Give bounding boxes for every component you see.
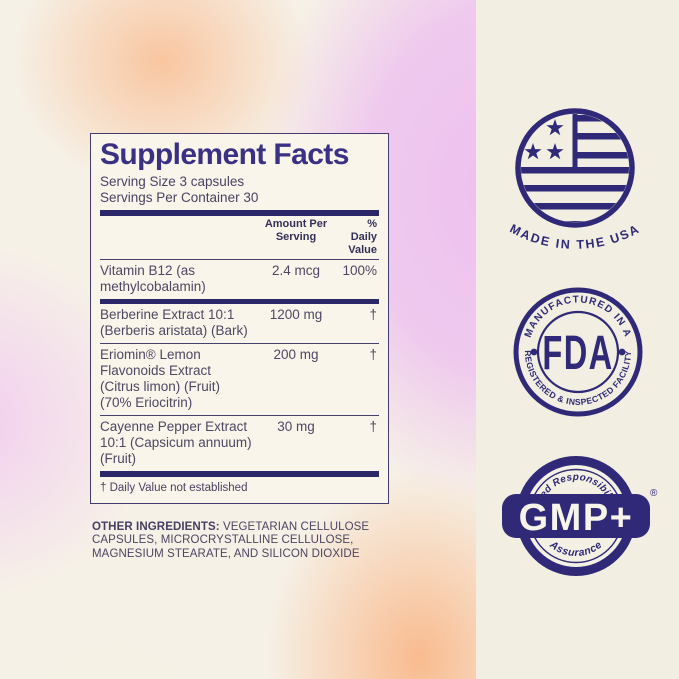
thick-separator xyxy=(100,298,379,304)
ingredient-amount: 2.4 mcg xyxy=(271,262,321,278)
ingredient-daily-value: † xyxy=(369,419,377,434)
serving-size-text: Serving Size 3 capsules xyxy=(100,174,245,189)
fda-facility-badge: MANUFACTURED IN A REGISTERED & INSPECTED… xyxy=(513,287,643,417)
ingredient-amount: 200 mg xyxy=(273,347,319,362)
thin-separator xyxy=(100,343,379,344)
ingredient-name: Cayenne Pepper Extract 10:1 (Capsicum an… xyxy=(100,419,252,466)
gmp-plus-badge: Feed Responsibility Assurance GMP+ ® xyxy=(502,456,658,576)
ingredient-daily-value: † xyxy=(369,307,377,322)
table-row-cayenne-pepper: Cayenne Pepper Extract 10:1 (Capsicum an… xyxy=(100,416,379,471)
column-header-amount: Amount Per Serving xyxy=(264,217,328,243)
supplement-facts-panel: Supplement Facts Serving Size 3 capsules… xyxy=(90,133,389,504)
ingredient-name: Eriomin® Lemon Flavonoids Extract (Citru… xyxy=(100,347,220,410)
other-ingredients-label: OTHER INGREDIENTS: xyxy=(92,520,220,533)
gmp-registered-mark: ® xyxy=(650,488,658,499)
ingredient-daily-value: 100% xyxy=(342,262,377,278)
gmp-center-text: GMP+ xyxy=(519,497,634,539)
fda-left-dot xyxy=(530,348,538,356)
ingredient-name: Vitamin B12 (as methylcobalamin) xyxy=(100,262,206,294)
ingredient-amount: 30 mg xyxy=(277,419,315,434)
us-flag-icon xyxy=(515,108,635,228)
table-header-row: Amount Per Serving % Daily Value xyxy=(100,216,379,259)
ingredient-amount: 1200 mg xyxy=(269,307,323,322)
thin-separator xyxy=(100,258,379,260)
made-in-usa-badge: MADE IN THE USA xyxy=(507,108,641,252)
thick-separator xyxy=(100,210,379,216)
table-row-vitamin-b12: Vitamin B12 (as methylcobalamin) 2.4 mcg… xyxy=(100,260,379,299)
fda-inner-ring xyxy=(536,310,620,394)
header-spacer xyxy=(100,218,252,257)
panel-title: Supplement Facts xyxy=(100,138,349,171)
daily-value-footnote: † Daily Value not established xyxy=(100,481,248,494)
table-row-eriomin-lemon: Eriomin® Lemon Flavonoids Extract (Citru… xyxy=(100,344,379,415)
fda-center-text: FDA xyxy=(542,326,613,380)
servings-per-container-text: Servings Per Container 30 xyxy=(100,190,259,205)
ingredient-name: Berberine Extract 10:1 (Berberis aristat… xyxy=(100,307,248,338)
other-ingredients: OTHER INGREDIENTS: VEGETARIAN CELLULOSE … xyxy=(92,521,394,562)
ingredient-daily-value: † xyxy=(369,347,377,362)
gmp-band xyxy=(502,494,650,538)
column-header-daily-value: % Daily Value xyxy=(348,217,377,256)
table-row-berberine: Berberine Extract 10:1 (Berberis aristat… xyxy=(100,304,379,343)
thick-separator xyxy=(100,471,379,477)
thin-separator xyxy=(100,415,379,416)
other-ingredients-text: VEGETARIAN CELLULOSE CAPSULES, MICROCRYS… xyxy=(92,520,370,560)
fda-right-dot xyxy=(618,348,626,356)
fda-outer-ring xyxy=(513,287,643,417)
